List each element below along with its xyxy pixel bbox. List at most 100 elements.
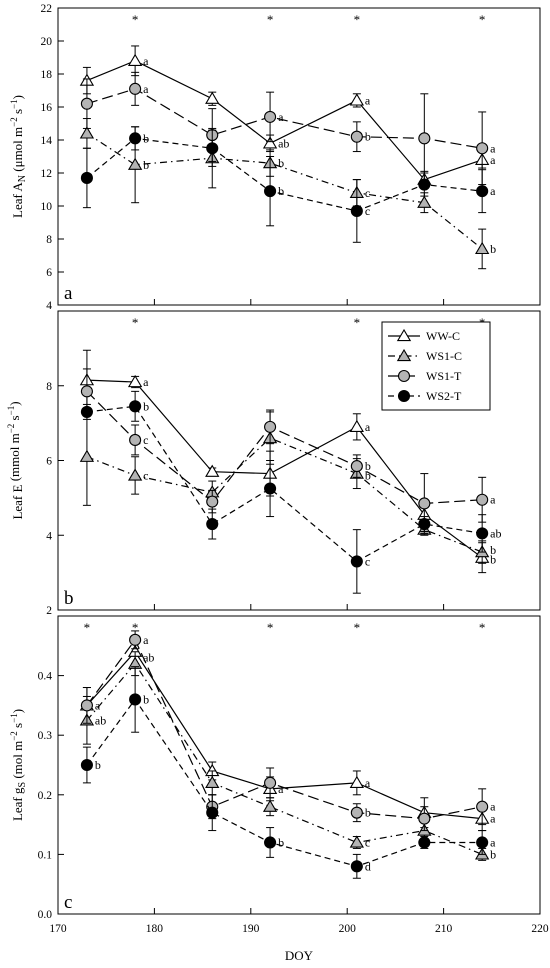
group-letter: a [143, 82, 149, 96]
data-point [349, 93, 364, 106]
y-tick-label: 0.2 [38, 790, 53, 802]
legend-label: WS1-T [426, 369, 462, 383]
x-tick-label: 210 [435, 923, 453, 935]
group-letter: b [365, 459, 371, 473]
data-point [476, 800, 489, 813]
y-tick-label: 14 [41, 135, 53, 147]
group-letter: a [365, 776, 371, 790]
x-tick-label: 190 [242, 923, 260, 935]
significance-marker: * [354, 620, 361, 635]
y-tick-label: 22 [41, 3, 53, 15]
group-letter: a [490, 184, 496, 198]
y-axis-label: Leaf AN (μmol m−2 s−1) [9, 95, 28, 218]
series-ws1-t [80, 368, 489, 534]
data-point [129, 693, 142, 706]
data-point [350, 806, 363, 819]
legend-entry: WS1-C [388, 348, 462, 363]
significance-marker: * [479, 12, 486, 27]
data-point [264, 185, 277, 198]
data-point [205, 91, 220, 104]
group-letter: d [365, 859, 371, 873]
data-point [476, 142, 489, 155]
group-letter: b [95, 758, 101, 772]
y-tick-label: 0.4 [38, 671, 53, 683]
y-tick-label: 16 [41, 102, 53, 114]
data-point [80, 385, 93, 398]
group-letter: a [95, 698, 101, 712]
plot-frame [57, 615, 541, 915]
group-letter: a [143, 54, 149, 68]
legend-entry: WS2-T [388, 389, 462, 403]
data-point [206, 517, 219, 531]
group-letter: b [278, 835, 284, 849]
panel-letter: c [64, 892, 72, 913]
group-letter: a [490, 800, 496, 814]
data-point [350, 130, 363, 143]
group-letter: c [143, 433, 148, 447]
group-letter: a [365, 420, 371, 434]
significance-marker: * [354, 315, 361, 330]
x-tick-label: 170 [49, 923, 67, 935]
y-tick-label: 12 [41, 168, 53, 180]
data-point [129, 132, 142, 145]
panel-letter: a [64, 283, 73, 304]
data-point [476, 527, 489, 540]
group-letter: a [490, 835, 496, 849]
data-point [418, 497, 431, 510]
y-tick-label: 6 [46, 456, 52, 468]
series-ws1-c [79, 651, 490, 861]
data-point [476, 493, 489, 506]
data-point [418, 836, 431, 849]
data-point [206, 495, 219, 508]
data-point [80, 171, 93, 184]
significance-marker: * [354, 12, 361, 27]
significance-marker: * [132, 12, 139, 27]
data-point [264, 836, 277, 849]
panel-letter: b [64, 588, 74, 609]
data-point [129, 82, 142, 95]
y-tick-label: 4 [46, 530, 52, 542]
group-letter: b [365, 806, 371, 820]
group-letter: a [143, 633, 149, 647]
series-line [86, 638, 483, 820]
data-point [264, 420, 277, 433]
data-point [262, 799, 278, 812]
significance-marker: * [479, 620, 486, 635]
y-tick-label: 18 [41, 69, 53, 81]
group-letter: b [490, 847, 496, 861]
data-point [127, 374, 143, 388]
significance-marker: * [84, 620, 91, 635]
data-point [264, 776, 277, 789]
group-letter: b [143, 131, 149, 145]
series-ws2-t [80, 390, 489, 594]
x-axis-label: DOY [285, 948, 314, 963]
data-point [79, 449, 95, 462]
group-letter: ab [490, 526, 501, 540]
x-tick-label: 220 [531, 923, 549, 935]
y-axis-label: Leaf E (mmol m−2 s−1) [6, 401, 25, 519]
legend-label: WW-C [426, 329, 460, 343]
panel-a: 4 6 8 10 12 14 16 18 20 22 Leaf AN (μmol m−2 s−1) a… [9, 3, 541, 312]
series-ws2-t [80, 666, 489, 879]
x-tick-label: 180 [146, 923, 164, 935]
y-tick-label: 8 [46, 234, 52, 246]
legend-marker [397, 369, 411, 383]
group-letter: b [490, 242, 496, 256]
group-letter: b [143, 399, 149, 413]
data-point [127, 468, 143, 481]
group-letter: b [278, 156, 284, 170]
group-letter: a [278, 110, 284, 124]
series-line [86, 405, 483, 563]
group-letter: c [143, 468, 148, 482]
series-ws1-t [80, 71, 489, 186]
data-point [475, 241, 490, 255]
legend-entry: WS1-T [388, 369, 462, 383]
data-point [206, 142, 219, 155]
group-letter: c [365, 554, 370, 568]
panel-c: 0.0 0.1 0.2 0.3 0.4 Leaf gS (mol m−2 s−1) c * * *… [9, 615, 549, 963]
data-point [262, 136, 278, 149]
y-tick-label: 8 [46, 381, 52, 393]
legend-marker [396, 328, 412, 342]
data-point [349, 835, 364, 848]
